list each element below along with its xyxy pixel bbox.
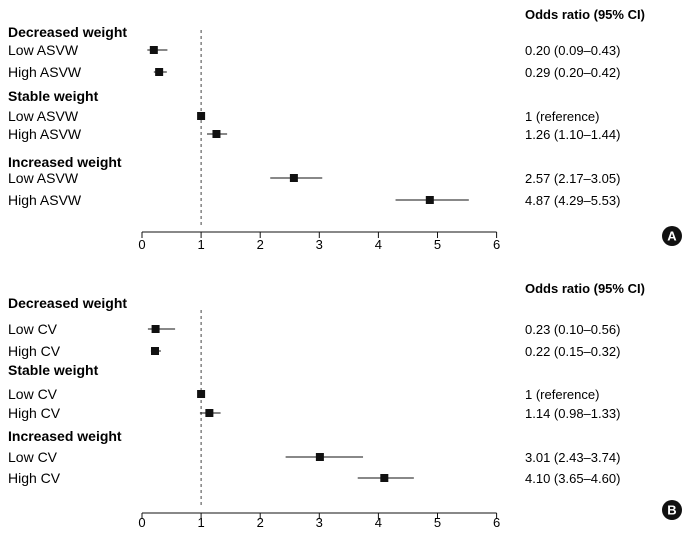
point-estimate bbox=[425, 196, 434, 204]
panel-letter: B bbox=[667, 503, 676, 518]
or-column-header: Odds ratio (95% CI) bbox=[525, 281, 645, 296]
x-tick-label: 0 bbox=[138, 515, 145, 530]
panel-letter: A bbox=[667, 229, 677, 244]
panel-badge bbox=[662, 500, 682, 520]
panel-b: Odds ratio (95% CI) Decreased weight Low C… bbox=[8, 281, 682, 530]
point-estimate bbox=[149, 46, 158, 54]
x-tick-label: 5 bbox=[434, 237, 441, 252]
row-label: High CV bbox=[8, 343, 61, 359]
or-value: 1 (reference) bbox=[525, 387, 599, 402]
point-estimate bbox=[380, 474, 389, 482]
row-label: Low CV bbox=[8, 449, 58, 465]
x-tick-label: 0 bbox=[138, 237, 145, 252]
x-tick-label: 4 bbox=[375, 237, 382, 252]
point-estimate bbox=[151, 325, 160, 333]
panel-a: Odds ratio (95% CI) Decreased weight Low A… bbox=[8, 7, 682, 252]
x-tick-label: 6 bbox=[493, 237, 500, 252]
row-label: Low CV bbox=[8, 386, 58, 402]
group-title: Decreased weight bbox=[8, 24, 127, 40]
x-tick-label: 4 bbox=[375, 515, 382, 530]
or-value: 4.10 (3.65–4.60) bbox=[525, 471, 620, 486]
point-estimate bbox=[197, 390, 206, 398]
point-estimate bbox=[205, 409, 214, 417]
x-tick-label: 3 bbox=[316, 515, 323, 530]
x-tick-label: 6 bbox=[493, 515, 500, 530]
row-label: Low ASVW bbox=[8, 170, 79, 186]
or-column-header: Odds ratio (95% CI) bbox=[525, 7, 645, 22]
row-label: Low CV bbox=[8, 321, 58, 337]
point-estimate bbox=[315, 453, 324, 461]
row-label: High ASVW bbox=[8, 126, 82, 142]
row-label: High CV bbox=[8, 405, 61, 421]
group-title: Stable weight bbox=[8, 88, 99, 104]
x-tick-label: 2 bbox=[257, 237, 264, 252]
row-label: High CV bbox=[8, 470, 61, 486]
x-tick-label: 1 bbox=[197, 237, 204, 252]
row-label: Low ASVW bbox=[8, 108, 79, 124]
or-value: 1 (reference) bbox=[525, 109, 599, 124]
x-tick-label: 3 bbox=[316, 237, 323, 252]
group-title: Stable weight bbox=[8, 362, 99, 378]
x-tick-label: 5 bbox=[434, 515, 441, 530]
or-value: 0.22 (0.15–0.32) bbox=[525, 344, 620, 359]
or-value: 0.23 (0.10–0.56) bbox=[525, 322, 620, 337]
row-label: High ASVW bbox=[8, 64, 82, 80]
point-estimate bbox=[155, 68, 164, 76]
x-tick-label: 1 bbox=[197, 515, 204, 530]
point-estimate bbox=[212, 130, 221, 138]
or-value: 3.01 (2.43–3.74) bbox=[525, 450, 620, 465]
group-title: Increased weight bbox=[8, 154, 122, 170]
x-tick-label: 2 bbox=[257, 515, 264, 530]
point-estimate bbox=[151, 347, 160, 355]
or-value: 4.87 (4.29–5.53) bbox=[525, 193, 620, 208]
group-title: Increased weight bbox=[8, 428, 122, 444]
row-label: Low ASVW bbox=[8, 42, 79, 58]
or-value: 0.20 (0.09–0.43) bbox=[525, 43, 620, 58]
group-title: Decreased weight bbox=[8, 295, 127, 311]
row-label: High ASVW bbox=[8, 192, 82, 208]
or-value: 2.57 (2.17–3.05) bbox=[525, 171, 620, 186]
or-value: 1.26 (1.10–1.44) bbox=[525, 127, 620, 142]
point-estimate bbox=[197, 112, 206, 120]
panel-badge bbox=[662, 226, 682, 246]
or-value: 1.14 (0.98–1.33) bbox=[525, 406, 620, 421]
point-estimate bbox=[289, 174, 298, 182]
or-value: 0.29 (0.20–0.42) bbox=[525, 65, 620, 80]
